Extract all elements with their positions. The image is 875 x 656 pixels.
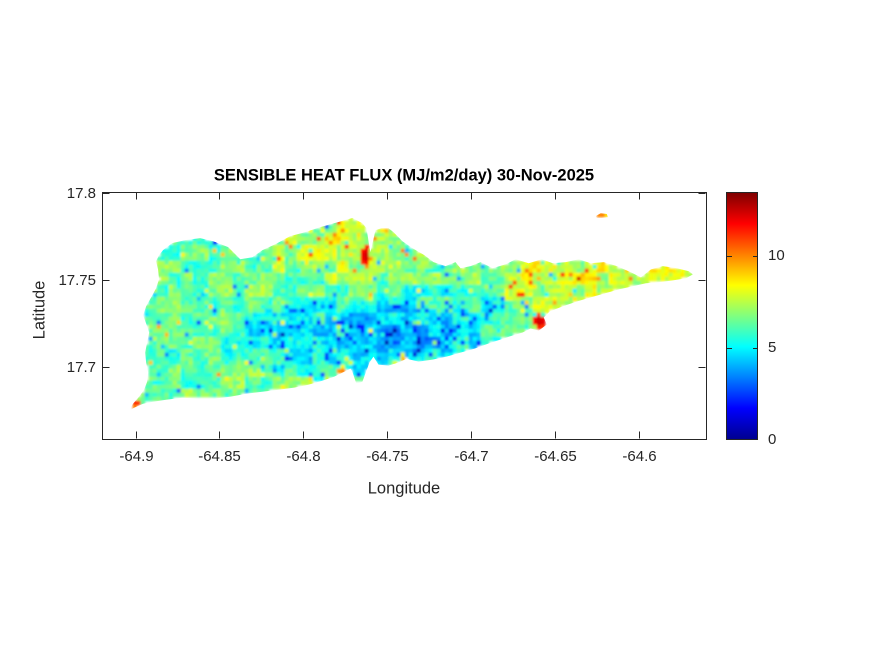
- plot-title: SENSIBLE HEAT FLUX (MJ/m2/day) 30-Nov-20…: [213, 166, 595, 185]
- x-tick-label: -64.7: [454, 448, 489, 465]
- x-tick-label: -64.9: [119, 448, 154, 465]
- colorbar: [726, 192, 758, 440]
- x-tick-label: -64.6: [622, 448, 657, 465]
- y-tick-label: 17.7: [66, 358, 96, 376]
- colorbar-tick-mark-left: [727, 256, 732, 258]
- y-tick-label: 17.75: [58, 271, 96, 289]
- x-tick-label: -64.8: [286, 448, 321, 465]
- y-axis-label: Latitude: [30, 280, 49, 340]
- colorbar-tick-mark-right: [753, 348, 758, 350]
- colorbar-tick-mark-right: [753, 438, 758, 440]
- colorbar-tick-mark-right: [753, 256, 758, 258]
- x-tick-label: -64.75: [366, 448, 409, 465]
- colorbar-tick-label: 10: [768, 247, 785, 265]
- y-tick-label: 17.8: [66, 184, 96, 202]
- colorbar-tick-mark-left: [727, 348, 732, 350]
- island-heat-field: [132, 213, 693, 410]
- colorbar-gradient: [727, 193, 757, 439]
- x-axis-label: Longitude: [367, 479, 441, 498]
- x-tick-label: -64.85: [198, 448, 241, 465]
- x-tick-label: -64.65: [534, 448, 577, 465]
- colorbar-tick-label: 0: [768, 431, 777, 448]
- colorbar-tick-label: 5: [768, 339, 777, 357]
- colorbar-tick-mark-left: [727, 438, 732, 440]
- axes-box: [102, 192, 707, 440]
